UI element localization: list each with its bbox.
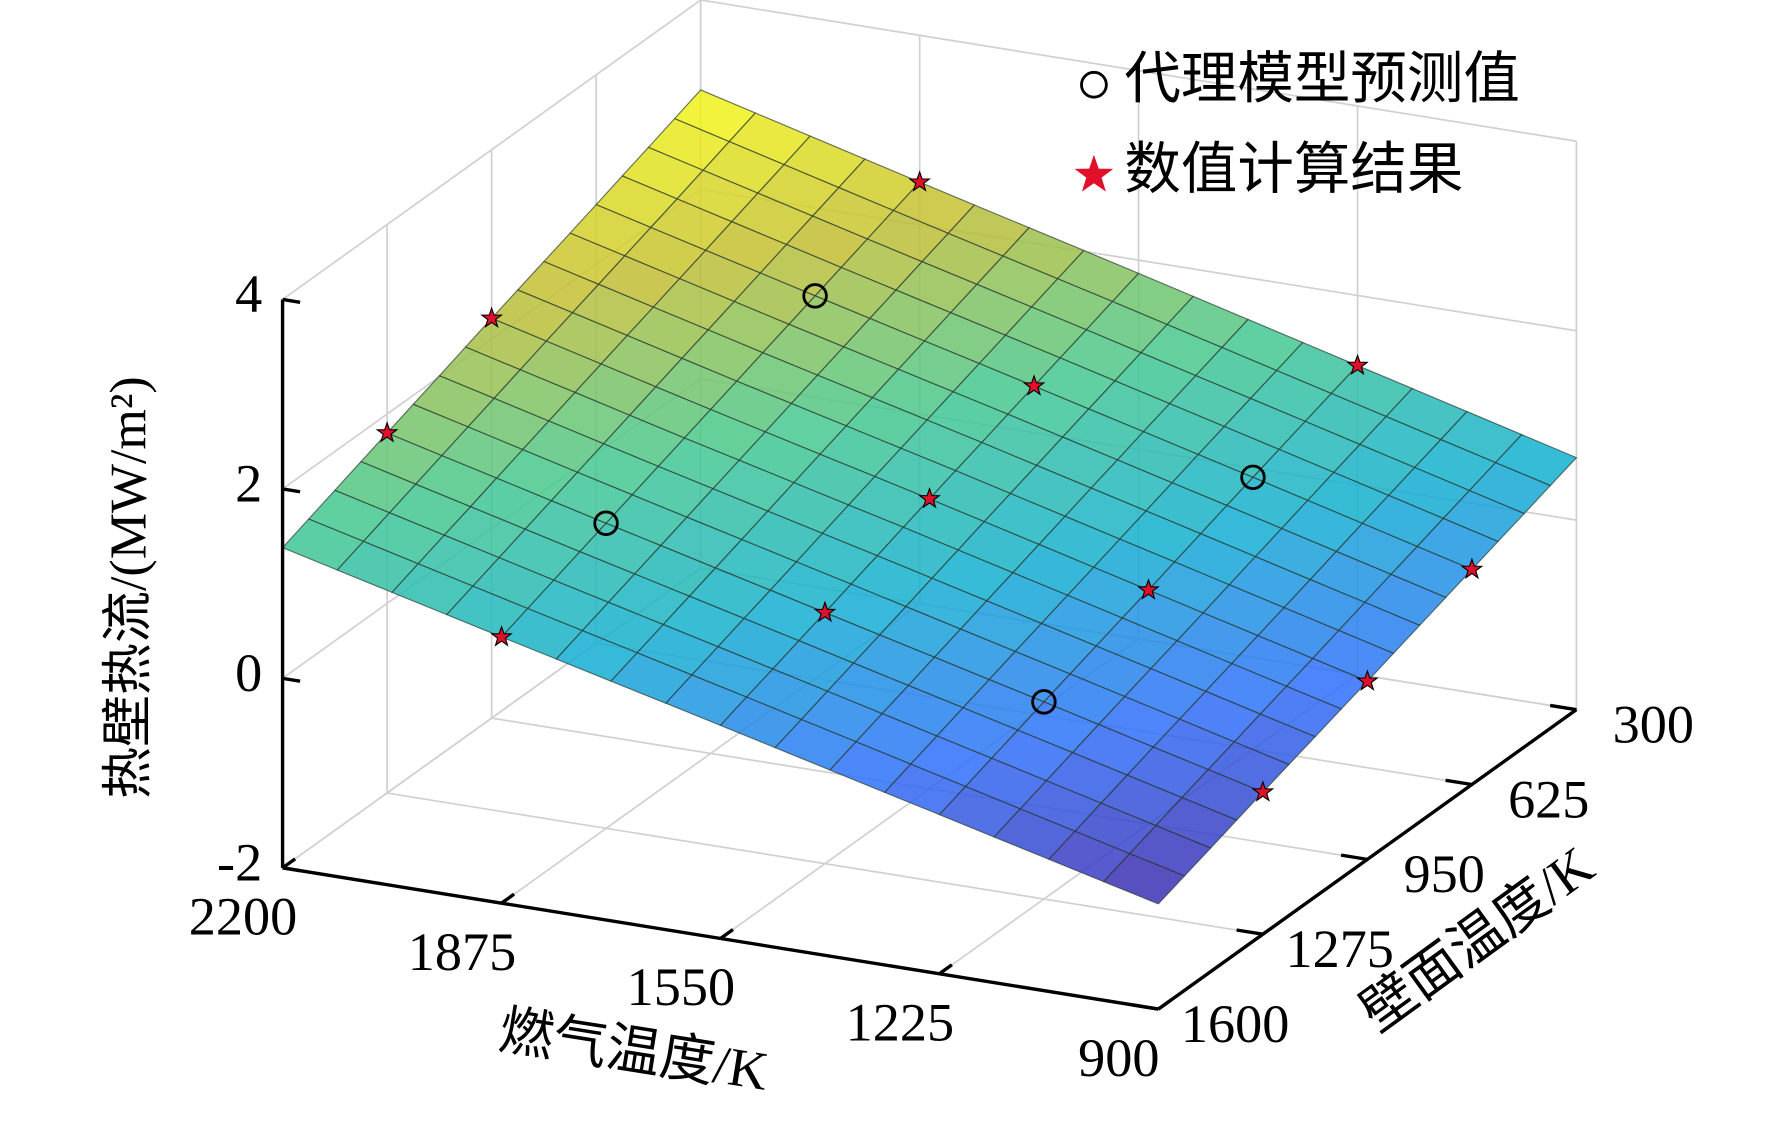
- z-tick: [282, 487, 301, 494]
- surface: [281, 89, 1578, 905]
- numerical-point: [918, 486, 941, 509]
- predicted-point: [1240, 464, 1266, 491]
- x-tick: [719, 928, 734, 940]
- x-tick-label: 1225: [846, 992, 954, 1052]
- surface-cell: [1102, 852, 1186, 905]
- legend-marker: [1080, 70, 1108, 99]
- predicted-point: [1031, 689, 1057, 715]
- z-axis-label: 热壁热流/(MW/m²): [100, 376, 157, 799]
- points: [375, 170, 1484, 802]
- z-tick-label: 4: [235, 264, 262, 324]
- y-tick-label: 625: [1508, 769, 1589, 829]
- y-tick-label: 950: [1404, 844, 1485, 904]
- numerical-point: [1356, 669, 1379, 691]
- z-tick-label: 0: [235, 643, 262, 703]
- y-tick: [1340, 853, 1368, 862]
- x-tick-label: 1875: [408, 922, 516, 982]
- legend-label: 代理模型预测值: [1124, 49, 1520, 111]
- numerical-point: [490, 625, 513, 647]
- grid-line: [282, 0, 1577, 301]
- legend-marker: [1074, 154, 1114, 192]
- y-tick: [1549, 703, 1577, 712]
- z-tick: [282, 297, 301, 304]
- numerical-point: [1346, 353, 1369, 376]
- x-tick-label: 2200: [189, 887, 297, 947]
- numerical-point: [375, 421, 399, 443]
- y-tick: [1445, 778, 1473, 787]
- numerical-point: [1251, 780, 1275, 802]
- z-tick-label: -2: [217, 832, 262, 892]
- numerical-point: [480, 306, 504, 328]
- x-tick: [1157, 998, 1172, 1011]
- numerical-point: [813, 600, 837, 623]
- y-tick: [1236, 928, 1264, 936]
- x-tick-label: 1550: [627, 957, 735, 1017]
- x-tick: [938, 963, 953, 976]
- numerical-point: [1022, 374, 1046, 396]
- predicted-point: [802, 283, 828, 309]
- numerical-point: [1460, 557, 1484, 580]
- y-tick-label: 1600: [1181, 994, 1289, 1054]
- numerical-point: [1137, 578, 1160, 600]
- legend-label: 数值计算结果: [1124, 139, 1463, 201]
- x-tick-label: 900: [1078, 1028, 1159, 1088]
- x-tick: [500, 892, 516, 905]
- x-tick: [281, 857, 297, 870]
- z-tick-label: 2: [235, 453, 262, 513]
- z-tick: [282, 866, 301, 873]
- y-tick: [1131, 1003, 1159, 1011]
- grid-line: [386, 224, 1263, 936]
- y-tick-label: 300: [1613, 694, 1694, 754]
- z-tick: [282, 676, 301, 683]
- predicted-point: [593, 510, 619, 536]
- numerical-point: [908, 170, 931, 192]
- y-tick-label: 1275: [1285, 919, 1393, 979]
